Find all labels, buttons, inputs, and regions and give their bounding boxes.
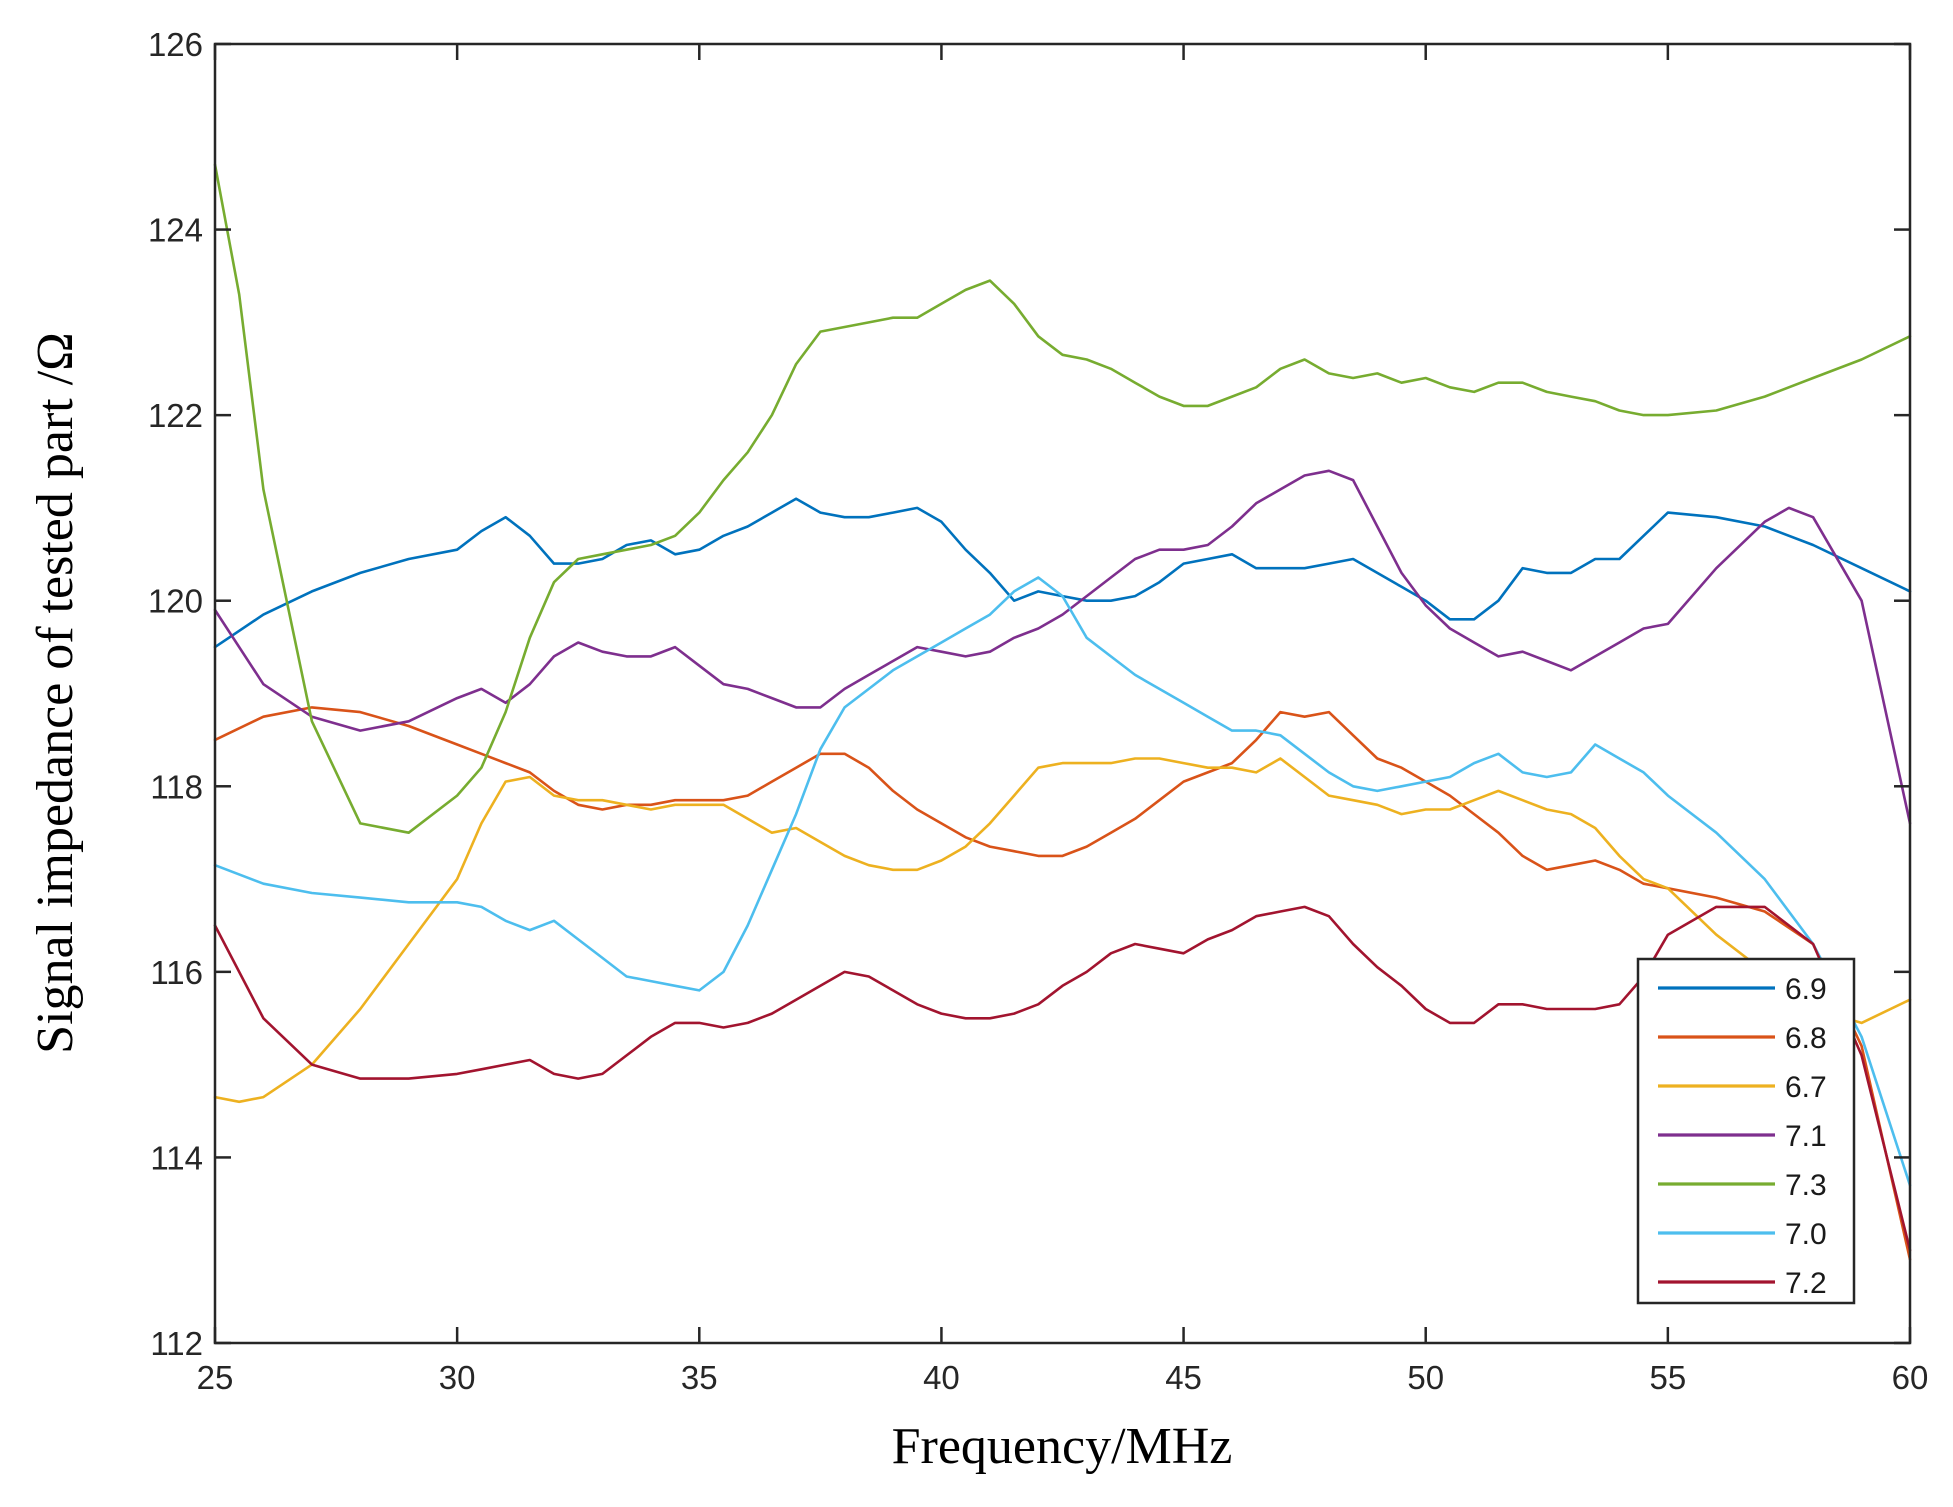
legend-label: 7.1 [1785,1120,1827,1153]
x-tick-label: 50 [1407,1359,1444,1396]
y-tick-label: 126 [148,26,203,63]
legend-item[interactable]: 7.3 [1658,1169,1827,1202]
legend-label: 6.8 [1785,1022,1827,1055]
x-tick-label: 40 [923,1359,960,1396]
y-tick-label: 124 [148,212,203,249]
series-line-6-8 [213,706,1912,1261]
x-tick-label: 30 [439,1359,476,1396]
x-tick-label: 45 [1165,1359,1202,1396]
x-tick-label: 55 [1649,1359,1686,1396]
x-axis-title: Frequency/MHz [892,1418,1233,1475]
tick-layer: 25 30 35 40 45 50 55 60 112 114 116 118 120 122 124 126 [148,26,1928,1396]
y-axis-title: Signal impedance of tested part /Ω [27,332,84,1054]
y-tick-label: 112 [150,1325,203,1362]
y-tick-label: 118 [150,768,203,805]
series-line-7-2 [213,905,1912,1252]
legend-label: 7.3 [1785,1169,1827,1202]
series-line-7-3 [213,163,1912,835]
legend-item[interactable]: 7.2 [1658,1267,1827,1300]
legend[interactable]: 6.9 6.8 6.7 7.1 7.3 7.0 7.2 [1636,957,1856,1305]
legend-item[interactable]: 6.9 [1658,973,1827,1006]
x-tick-label: 60 [1892,1359,1929,1396]
y-tick-label: 116 [150,954,203,991]
x-tick-label: 25 [197,1359,234,1396]
plot-frame [213,42,1912,1345]
y-tick-label: 122 [148,397,203,434]
legend-items: 6.9 6.8 6.7 7.1 7.3 7.0 7.2 [1658,973,1827,1300]
legend-label: 6.7 [1785,1071,1827,1104]
y-tick-label: 120 [148,583,203,620]
legend-item[interactable]: 7.0 [1658,1218,1827,1251]
series-layer [213,163,1912,1261]
legend-item[interactable]: 7.1 [1658,1120,1827,1153]
legend-item[interactable]: 6.8 [1658,1022,1827,1055]
y-tick-label: 114 [150,1139,203,1176]
legend-label: 7.2 [1785,1267,1827,1300]
legend-label: 7.0 [1785,1218,1827,1251]
x-tick-label: 35 [681,1359,718,1396]
legend-item[interactable]: 6.7 [1658,1071,1827,1104]
series-line-7-0 [213,576,1912,1187]
series-line-6-7 [213,757,1912,1104]
legend-box [1636,957,1856,1305]
legend-label: 6.9 [1785,973,1827,1006]
series-line-7-1 [213,469,1912,825]
